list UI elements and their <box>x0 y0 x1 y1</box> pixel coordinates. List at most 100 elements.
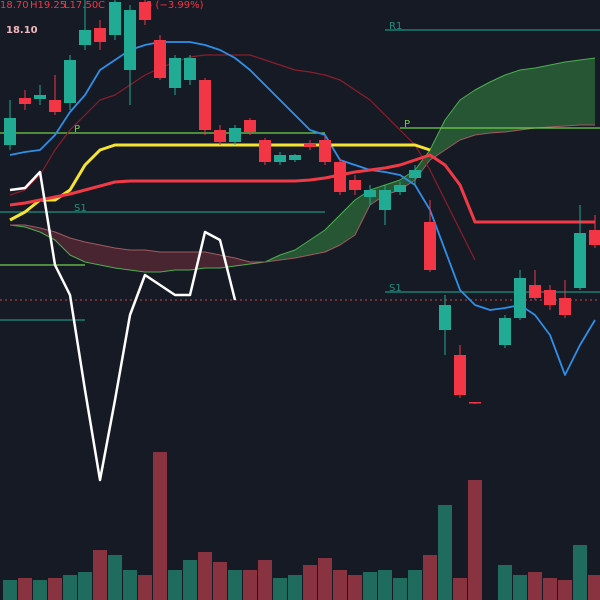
indicator-line <box>9 153 595 224</box>
level-label: R1 <box>389 21 402 32</box>
volume-bar <box>258 560 272 600</box>
volume-bar <box>18 578 32 600</box>
cloud-segment <box>535 65 550 128</box>
candle-body <box>439 305 451 330</box>
cloud-segment <box>490 75 505 133</box>
level-label: P <box>404 119 410 130</box>
candle-body <box>34 95 46 99</box>
cloud-segment <box>550 62 565 127</box>
candle-body <box>319 140 331 162</box>
candle-body <box>109 1 121 35</box>
cloud-segment <box>565 60 580 126</box>
candle-body <box>529 285 541 298</box>
cloud-segment <box>325 215 340 252</box>
cloud-segment <box>310 230 325 255</box>
candle-body <box>244 120 256 132</box>
volume-bar <box>3 580 17 600</box>
candle-body <box>334 162 346 192</box>
cloud-segment <box>100 245 115 268</box>
cloud-segment <box>505 70 520 132</box>
level-label: S1 <box>389 283 402 294</box>
candle-body <box>499 318 511 345</box>
volume-bar <box>303 565 317 600</box>
volume-bar <box>168 570 182 600</box>
cloud-segment <box>445 100 460 150</box>
volume-bar <box>228 570 242 600</box>
volume-bar <box>183 560 197 600</box>
candle-body <box>229 128 241 142</box>
candle-body <box>559 298 571 315</box>
candle-body <box>94 28 106 42</box>
candle-body <box>199 80 211 130</box>
cloud-segment <box>205 252 220 268</box>
cloud-segment <box>115 248 130 270</box>
indicator-line <box>9 41 596 376</box>
volume-bar <box>438 505 452 600</box>
cloud-segment <box>475 82 490 135</box>
candle-body <box>364 190 376 197</box>
header-high: H19.25 <box>30 0 66 11</box>
cloud-segment <box>355 190 370 235</box>
candle-body <box>274 155 286 162</box>
volume-bar <box>393 578 407 600</box>
volume-bar <box>333 570 347 600</box>
volume-bar <box>453 578 467 600</box>
volume-bar <box>33 580 47 600</box>
indicator-line <box>9 54 476 261</box>
cloud-segment <box>520 68 535 130</box>
volume-bar <box>213 562 227 600</box>
header-low: L17.50 <box>64 0 98 11</box>
header-open: 18.70 <box>0 0 29 11</box>
candle-body <box>469 402 481 404</box>
candle-body <box>574 233 586 288</box>
candle-body <box>424 222 436 270</box>
candle-body <box>4 118 16 145</box>
candle-body <box>49 100 61 112</box>
volume-bar <box>543 578 557 600</box>
candle-body <box>394 185 406 192</box>
price-annotation: 18.10 <box>6 25 38 36</box>
candle-body <box>454 355 466 395</box>
candle-body <box>184 58 196 80</box>
cloud-segment <box>70 238 85 262</box>
volume-bar <box>153 452 167 600</box>
volume-bar <box>558 580 572 600</box>
volume-bar <box>588 575 600 600</box>
candle-body <box>169 58 181 88</box>
volume-bar <box>573 545 587 600</box>
candle-body <box>154 40 166 78</box>
volume-bar <box>513 575 527 600</box>
volume-bar <box>363 572 377 600</box>
candle-body <box>139 1 151 20</box>
candle-body <box>379 190 391 210</box>
cloud-segment <box>145 250 160 272</box>
volume-bar <box>528 572 542 600</box>
cloud-span-b <box>10 124 595 263</box>
candle-body <box>19 98 31 104</box>
header-close: C <box>98 0 105 11</box>
cloud-segment <box>295 240 310 258</box>
candle-body <box>514 278 526 318</box>
cloud-segment <box>130 250 145 272</box>
candle-body <box>214 130 226 142</box>
candle-body <box>304 143 316 147</box>
volume-bar <box>123 570 137 600</box>
candle-body <box>259 140 271 162</box>
candle-body <box>289 155 301 160</box>
cloud-span-a <box>9 57 596 273</box>
header: 18.70 H19.25 L17.50 C 5 (−3.99%) <box>0 0 204 11</box>
volume-bar <box>288 575 302 600</box>
candle-body <box>589 230 600 245</box>
indicator-line <box>9 170 237 482</box>
cloud-segment <box>580 58 595 125</box>
volume-bar <box>243 570 257 600</box>
volume-bar <box>48 578 62 600</box>
candle-body <box>64 60 76 103</box>
volume-bar <box>63 575 77 600</box>
cloud-segment <box>55 232 70 255</box>
cloud-segment <box>85 242 100 265</box>
level-label: P <box>74 124 80 135</box>
cloud-segment <box>280 250 295 260</box>
